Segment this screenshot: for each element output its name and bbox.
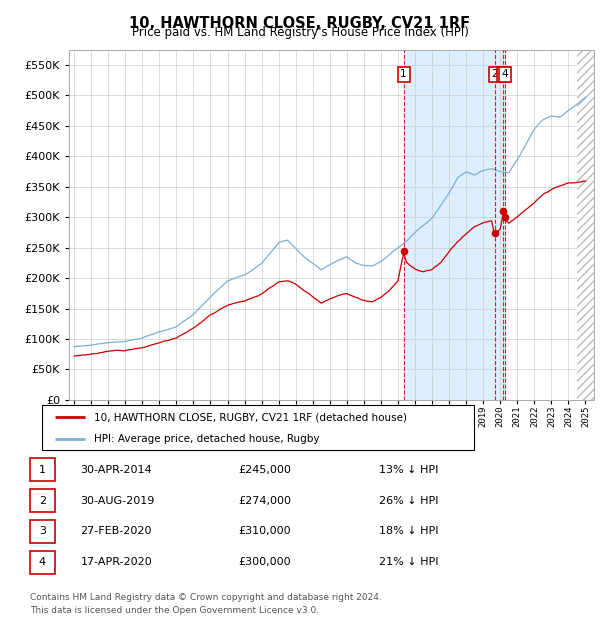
- Text: Contains HM Land Registry data © Crown copyright and database right 2024.: Contains HM Land Registry data © Crown c…: [29, 593, 382, 602]
- Bar: [577, 50, 600, 400]
- Text: 2: 2: [491, 69, 498, 79]
- Text: 10, HAWTHORN CLOSE, RUGBY, CV21 1RF: 10, HAWTHORN CLOSE, RUGBY, CV21 1RF: [130, 16, 470, 30]
- FancyBboxPatch shape: [42, 405, 474, 450]
- Text: 3: 3: [39, 526, 46, 536]
- Text: 30-AUG-2019: 30-AUG-2019: [80, 495, 155, 506]
- Text: 3: 3: [500, 69, 506, 79]
- Text: 2: 2: [39, 495, 46, 506]
- Text: 4: 4: [502, 69, 509, 79]
- Text: 30-APR-2014: 30-APR-2014: [80, 465, 152, 475]
- Text: 27-FEB-2020: 27-FEB-2020: [80, 526, 152, 536]
- FancyBboxPatch shape: [29, 489, 55, 512]
- Text: £310,000: £310,000: [238, 526, 291, 536]
- Text: 21% ↓ HPI: 21% ↓ HPI: [379, 557, 439, 567]
- Text: 1: 1: [39, 465, 46, 475]
- Text: 18% ↓ HPI: 18% ↓ HPI: [379, 526, 439, 536]
- Text: 17-APR-2020: 17-APR-2020: [80, 557, 152, 567]
- Text: £300,000: £300,000: [238, 557, 291, 567]
- Text: 13% ↓ HPI: 13% ↓ HPI: [379, 465, 439, 475]
- Text: This data is licensed under the Open Government Licence v3.0.: This data is licensed under the Open Gov…: [29, 606, 319, 615]
- Text: £274,000: £274,000: [238, 495, 292, 506]
- Text: HPI: Average price, detached house, Rugby: HPI: Average price, detached house, Rugb…: [94, 434, 319, 444]
- Text: 4: 4: [39, 557, 46, 567]
- Text: 10, HAWTHORN CLOSE, RUGBY, CV21 1RF (detached house): 10, HAWTHORN CLOSE, RUGBY, CV21 1RF (det…: [94, 412, 407, 422]
- Bar: [404, 50, 505, 400]
- FancyBboxPatch shape: [29, 458, 55, 481]
- Text: £245,000: £245,000: [238, 465, 291, 475]
- FancyBboxPatch shape: [29, 551, 55, 574]
- Text: Price paid vs. HM Land Registry's House Price Index (HPI): Price paid vs. HM Land Registry's House …: [131, 26, 469, 39]
- Text: 1: 1: [400, 69, 407, 79]
- Bar: [577, 50, 600, 400]
- FancyBboxPatch shape: [29, 520, 55, 543]
- Text: 26% ↓ HPI: 26% ↓ HPI: [379, 495, 439, 506]
